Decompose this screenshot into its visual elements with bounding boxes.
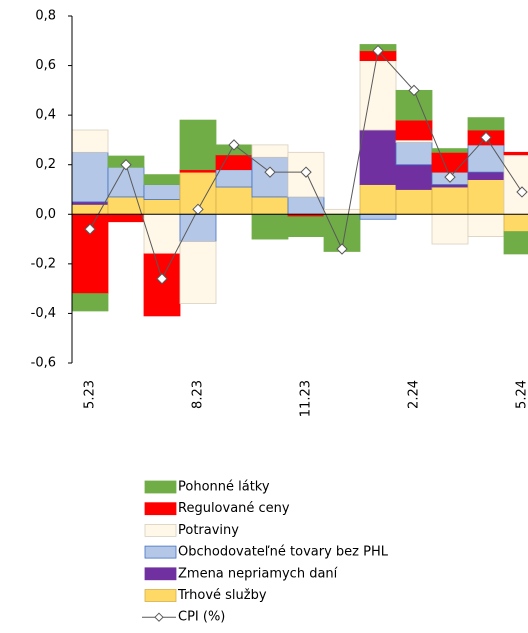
y-tick-label: 0,0: [35, 207, 56, 222]
x-tick-label: 8.23: [191, 380, 206, 409]
cpi-marker: [516, 186, 528, 198]
bar-segment: [179, 119, 217, 171]
y-tick-label: -0,2: [31, 256, 56, 271]
bar-segment: [107, 213, 145, 223]
legend-label: Zmena nepriamych daní: [178, 566, 338, 581]
plot: [71, 44, 528, 317]
y-tick-label: 0,8: [35, 9, 56, 24]
bar-segment: [179, 213, 217, 242]
x-tick-label: 2.24: [407, 380, 422, 409]
bar-segment: [71, 293, 109, 312]
bar-segment: [467, 213, 505, 237]
legend-swatch: [144, 545, 177, 559]
bar-segment: [251, 213, 289, 240]
bar-segment: [107, 166, 145, 198]
bar-segment: [431, 151, 469, 173]
bar-segment: [323, 208, 361, 215]
cpi-marker: [480, 131, 492, 144]
legend-label: Obchodovateľné tovary bez PHL: [178, 545, 389, 560]
y-tick-label: 0,2: [35, 157, 56, 172]
bar-segment: [143, 174, 181, 185]
legend-swatch: [144, 502, 177, 516]
bar-segment: [395, 189, 433, 215]
y-tick-label: 0,6: [35, 58, 56, 73]
bar-segment: [179, 241, 217, 304]
bar-segment: [143, 253, 181, 317]
bar-segment: [215, 186, 253, 215]
bar-segment: [503, 151, 528, 156]
y-tick-label: -0,4: [31, 306, 56, 321]
legend-label: Trhové služby: [177, 588, 267, 603]
cpi-marker: [372, 44, 384, 57]
cpi-marker: [228, 139, 240, 151]
bar-segment: [143, 213, 181, 255]
x-tick-label: 5.24: [515, 380, 528, 409]
legend-swatch: [144, 567, 177, 581]
bar-segment: [359, 184, 397, 215]
bar-segment: [143, 199, 181, 215]
bar-segment: [431, 186, 469, 215]
bar-segment: [431, 148, 469, 153]
legend-swatch: [144, 589, 177, 602]
y-tick-label: -0,6: [31, 356, 56, 371]
legend-label: Pohonné látky: [178, 480, 270, 495]
x-tick-label: 11.23: [299, 380, 314, 417]
bar-segment: [503, 231, 528, 255]
cpi-marker: [120, 159, 132, 171]
cpi-marker: [444, 171, 456, 183]
y-tick-label: 0,4: [35, 108, 56, 123]
bar-segment: [71, 129, 109, 153]
cpi-marker: [156, 273, 168, 285]
bar-segment: [395, 119, 433, 141]
bar-segment: [287, 216, 325, 237]
bar-segment: [395, 164, 433, 190]
bar-segment: [71, 151, 109, 203]
bar-segment: [395, 142, 433, 166]
legend-label: Regulované ceny: [178, 501, 290, 516]
cpi-marker: [264, 166, 276, 178]
bar-segment: [503, 213, 528, 233]
bar-segment: [251, 196, 289, 215]
bar-segment: [467, 171, 505, 180]
x-tick-label: 5.23: [83, 380, 98, 409]
bar-segment: [467, 117, 505, 131]
bar-segment: [359, 129, 397, 185]
cpi-marker: [336, 243, 348, 255]
legend-marker: [154, 612, 164, 622]
bar-segment: [467, 144, 505, 173]
bar-segment: [215, 169, 253, 188]
cpi-marker: [300, 166, 312, 178]
cpi-marker: [408, 84, 420, 97]
bar-segment: [359, 213, 397, 220]
bar-segment: [431, 213, 469, 245]
bar-segment: [467, 179, 505, 215]
bar-segment: [251, 144, 289, 158]
bar-segment: [503, 154, 528, 215]
legend-label: Potraviny: [178, 523, 239, 538]
legend-swatch: [144, 524, 177, 537]
cpi-marker: [84, 223, 96, 235]
legend-label: CPI (%): [178, 610, 225, 625]
bar-segment: [143, 184, 181, 200]
legend-swatch: [144, 480, 177, 494]
